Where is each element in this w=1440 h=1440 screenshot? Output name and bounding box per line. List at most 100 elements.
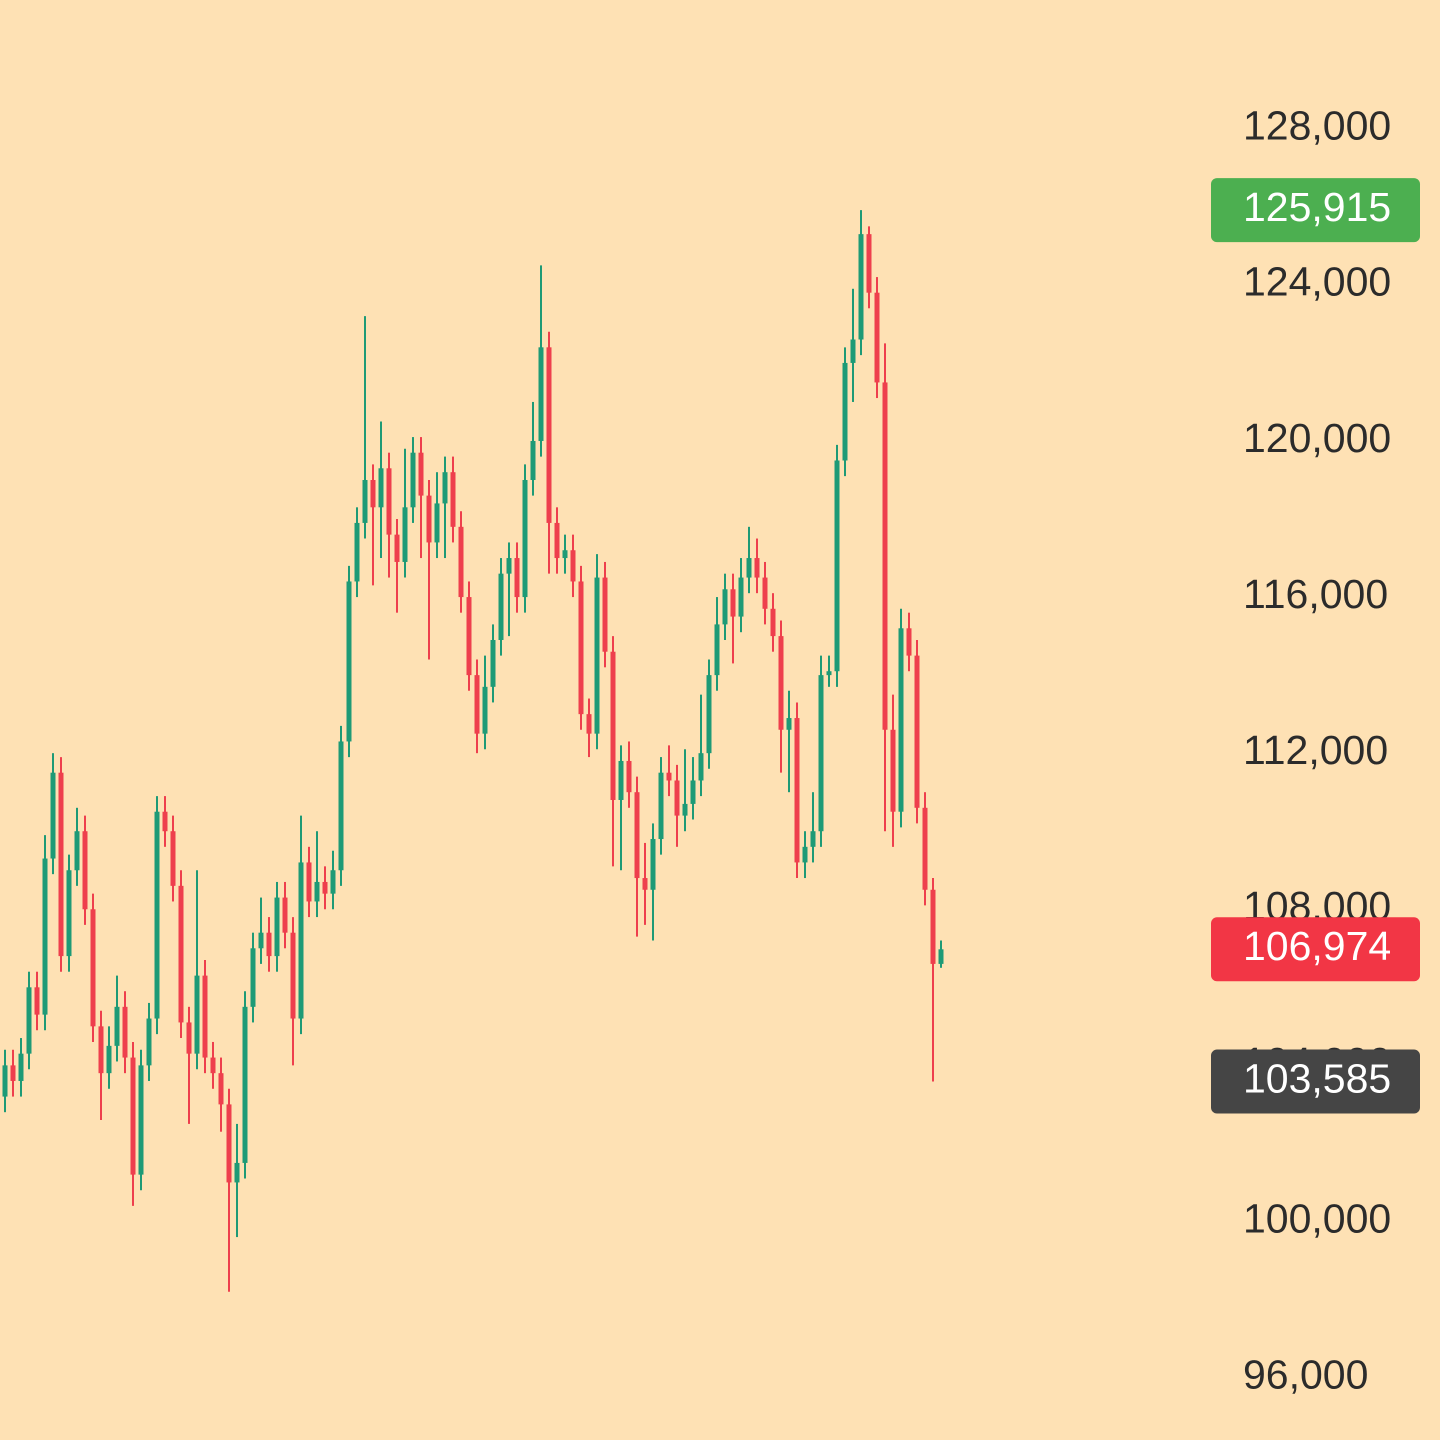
price-tag [1211,178,1420,243]
candle-body [738,577,744,617]
candle-body [306,862,312,902]
candle-body [386,468,392,535]
candle-body [658,772,664,840]
y-tick-label: 128,000 [1243,103,1391,149]
candle-body [506,558,512,574]
candle-body [354,522,360,582]
price-tag-label: 106,974 [1243,923,1391,969]
candle-body [322,881,328,894]
candle-body [834,460,840,672]
candle-body [586,714,592,734]
candle-body [178,885,184,1023]
y-tick-label: 124,000 [1243,259,1391,305]
candle-body [930,889,936,964]
y-tick-label: 120,000 [1243,415,1391,461]
candle-body [458,526,464,598]
candle-body [362,480,368,523]
candle-body [634,792,640,879]
candle-body [90,909,96,1027]
candle-body [474,675,480,734]
candle-body [394,534,400,562]
candle-body [10,1065,16,1081]
candle-body [610,651,616,800]
candle-body [802,846,808,863]
candle-body [922,807,928,890]
candle-body [674,780,680,816]
candle-body [194,975,200,1054]
candle-body [186,1022,192,1054]
candle-body [162,811,168,832]
candle-body [906,628,912,656]
y-tick-label: 96,000 [1243,1351,1368,1397]
candle-body [26,987,32,1054]
candle-body [914,655,920,808]
candle-body [682,803,688,816]
candle-body [650,839,656,890]
candle-body [426,495,432,543]
candle-body [242,1006,248,1163]
candle-body [754,558,760,578]
candle-body [898,628,904,812]
candle-body [154,811,160,1019]
candle-body [250,948,256,1007]
candle-body [842,362,848,461]
candle-body [850,339,856,363]
candle-body [770,608,776,637]
candle-body [346,581,352,742]
candle-body [786,718,792,730]
price-tag-label: 125,915 [1243,184,1391,230]
candle-body [602,577,608,652]
candle-body [698,753,704,781]
candle-body [730,589,736,617]
candle-body [2,1065,8,1097]
candle-body [50,772,56,859]
candle-body [106,1045,112,1074]
candle-body [146,1018,152,1066]
candle-body [874,292,880,383]
candle-body [114,1006,120,1046]
candle-body [66,870,72,957]
candle-body [466,597,472,676]
candle-body [826,671,832,676]
candle-body [314,881,320,902]
candle-body [618,760,624,800]
candle-body [138,1065,144,1175]
candle-body [226,1104,232,1183]
candle-body [498,573,504,640]
candle-body [546,347,552,523]
candle-body [490,640,496,687]
candle-body [514,558,520,598]
candle-body [418,452,424,496]
candle-body [522,480,528,598]
candle-body [266,932,272,957]
candle-body [706,675,712,754]
candle-body [882,382,888,730]
candle-body [442,472,448,504]
candle-body [858,234,864,340]
candle-body [482,686,488,734]
candle-body [794,718,800,863]
candle-body [130,1057,136,1175]
price-tag [1211,917,1420,982]
y-tick-label: 116,000 [1243,571,1388,617]
y-tick-label: 100,000 [1243,1195,1391,1241]
candle-body [570,550,576,582]
candle-body [378,468,384,508]
candle-body [82,831,88,910]
candle-body [282,897,288,933]
candle-body [218,1073,224,1105]
candle-body [450,472,456,527]
candle-body [258,932,264,949]
candle-body [434,503,440,543]
candle-body [370,480,376,508]
candle-body [690,780,696,804]
candle-body [18,1053,24,1081]
candle-body [402,507,408,562]
candle-body [818,675,824,832]
candle-body [122,1006,128,1058]
candle-body [58,772,64,957]
candle-body [594,577,600,734]
